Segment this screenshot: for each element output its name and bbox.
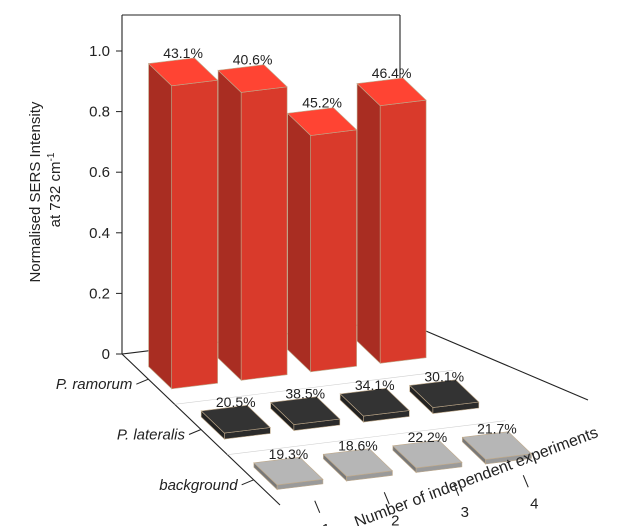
bar-front-0-2 (310, 129, 357, 373)
series-label-2: background (159, 477, 238, 494)
x-tick-label-3: 4 (530, 495, 538, 512)
bar-side-0-0 (148, 62, 172, 390)
x-tick-label-0: 1 (322, 521, 330, 526)
bar-1-1 (270, 396, 341, 432)
bar-label-1-1: 38.5% (285, 386, 325, 402)
bar-top-1-3 (409, 379, 480, 408)
bar-top-0-2 (286, 107, 358, 136)
bar-2-2 (392, 439, 463, 474)
y-axis-label-line2: at 732 cm-1 (46, 152, 64, 227)
bar-top-0-1 (217, 64, 288, 93)
y-tick-label-0: 0 (102, 346, 110, 363)
x-tick-0 (314, 500, 321, 513)
bar-top-2-0 (253, 456, 324, 486)
x-tick-label-1: 2 (391, 512, 399, 526)
bar-0-0 (147, 57, 219, 390)
bar-top-2-2 (392, 439, 463, 469)
x-tick-1 (383, 492, 390, 505)
y-axis: 0 0.2 0.4 0.6 0.8 1.0 (89, 43, 122, 363)
bar-0-1 (217, 64, 288, 382)
bar-label-1-0: 20.5% (216, 394, 256, 410)
bar-top-2-3 (461, 431, 533, 460)
bar-label-1-3: 30.1% (424, 369, 464, 385)
bar-front-0-0 (171, 79, 218, 390)
bar-side-0-2 (287, 112, 312, 373)
bar-label-2-1: 18.6% (338, 438, 378, 454)
x-tick-2 (453, 483, 460, 496)
series-tick-0 (136, 378, 149, 385)
series-label-1: P. lateralis (117, 427, 186, 444)
bar-label-0-3: 46.4% (372, 65, 412, 81)
series-tick-1 (188, 429, 202, 435)
floor-right-edge (399, 319, 589, 401)
bar-2-0 (253, 456, 324, 491)
bar-2-1 (322, 448, 394, 482)
bar-2-3 (461, 431, 533, 465)
bar-0-3 (356, 77, 427, 365)
bar-top-0-3 (356, 77, 427, 107)
y-axis-label: Normalised SERS Intensity at 732 cm-1 (27, 97, 64, 282)
bar-1-2 (339, 387, 410, 423)
bar-front-0-1 (240, 86, 288, 381)
bar-label-2-2: 22.2% (408, 429, 448, 445)
y-axis-label-superscript: -1 (46, 152, 57, 161)
bar-0-2 (286, 107, 358, 373)
y-tick-label-5: 1.0 (89, 43, 110, 60)
bar-label-2-0: 19.3% (269, 446, 309, 462)
series-rows (174, 370, 506, 455)
bar-1-3 (409, 379, 480, 415)
bar-top-2-1 (322, 448, 394, 477)
y-tick-label-4: 0.8 (89, 104, 110, 121)
row-separator-1 (174, 370, 453, 405)
y-axis-label-line1: Normalised SERS Intensity (27, 101, 44, 282)
x-tick-label-2: 3 (461, 504, 469, 521)
y-axis-label-unit: at 732 cm (47, 162, 64, 228)
bar-label-1-2: 34.1% (355, 377, 395, 393)
bar-label-0-2: 45.2% (302, 95, 342, 111)
bars: 46.4% 45.2% 40.6% 43.1% 30.1% 34.1% 38.5% 20.5%… (147, 45, 533, 491)
bar-label-2-3: 21.7% (477, 421, 517, 437)
bar-label-0-1: 40.6% (233, 52, 273, 68)
bar-1-0 (200, 404, 271, 440)
y-tick-label-2: 0.4 (89, 225, 110, 242)
row-separator-2 (227, 420, 506, 455)
y-tick-label-3: 0.6 (89, 164, 110, 181)
bar-top-1-2 (339, 387, 410, 417)
bar-label-0-0: 43.1% (163, 45, 203, 61)
bar-top-1-0 (200, 404, 271, 434)
series-labels: P. ramorum P. lateralis background (56, 376, 254, 494)
bar-top-1-1 (270, 396, 341, 425)
series-tick-2 (241, 479, 254, 486)
bar-front-0-3 (379, 99, 427, 364)
y-tick-label-1: 0.2 (89, 285, 110, 302)
series-label-0: P. ramorum (56, 376, 132, 393)
bar-side-0-3 (356, 82, 381, 365)
bar-side-0-1 (217, 69, 242, 382)
x-tick-3 (522, 475, 529, 488)
bar-top-0-0 (147, 57, 219, 87)
